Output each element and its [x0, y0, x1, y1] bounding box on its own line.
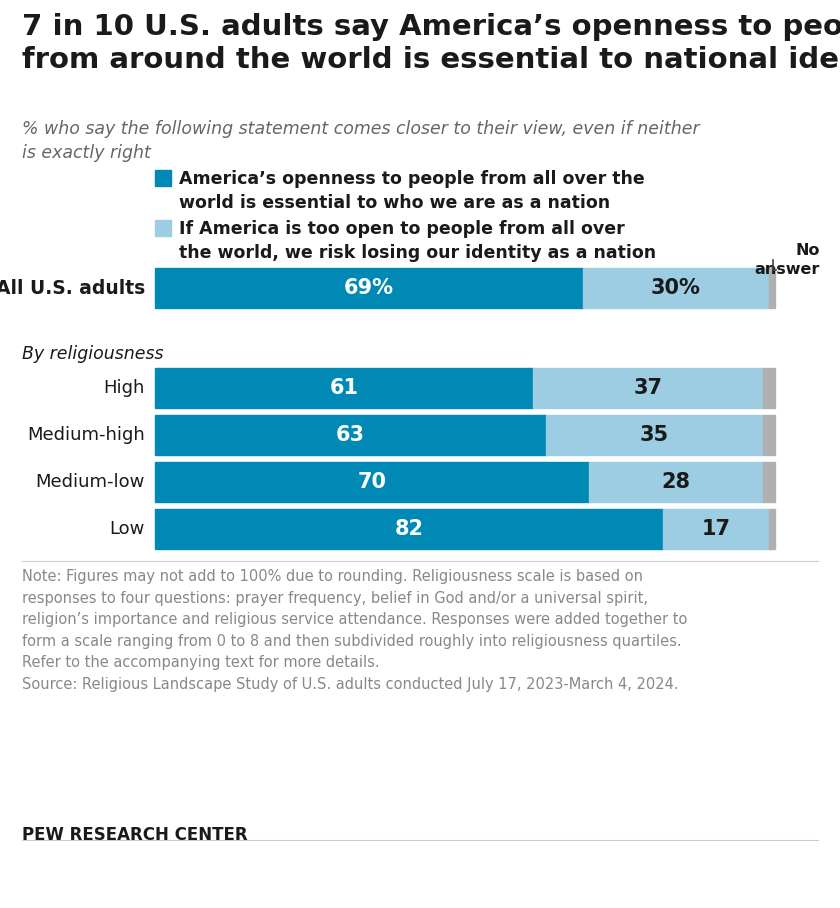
Text: 35: 35	[639, 425, 669, 445]
Text: 69%: 69%	[344, 278, 394, 298]
Text: All U.S. adults: All U.S. adults	[0, 279, 145, 298]
Bar	[155, 462, 589, 502]
Bar	[155, 170, 171, 186]
Bar	[546, 415, 763, 455]
Text: Low: Low	[110, 520, 145, 538]
Bar	[589, 462, 763, 502]
Text: 28: 28	[661, 472, 690, 492]
Bar	[763, 368, 775, 408]
Bar	[155, 220, 171, 236]
Bar	[155, 415, 546, 455]
Text: 61: 61	[329, 378, 359, 398]
Text: 7 in 10 U.S. adults say America’s openness to people
from around the world is es: 7 in 10 U.S. adults say America’s openne…	[22, 13, 840, 74]
Text: 37: 37	[633, 378, 663, 398]
Text: If America is too open to people from all over
the world, we risk losing our ide: If America is too open to people from al…	[179, 220, 656, 262]
Text: By religiousness: By religiousness	[22, 345, 164, 363]
Text: 17: 17	[701, 519, 731, 539]
Bar	[155, 368, 533, 408]
Bar	[763, 415, 775, 455]
Bar	[533, 368, 763, 408]
Bar	[155, 268, 583, 308]
Text: Note: Figures may not add to 100% due to rounding. Religiousness scale is based : Note: Figures may not add to 100% due to…	[22, 569, 687, 692]
Text: High: High	[103, 379, 145, 397]
Text: % who say the following statement comes closer to their view, even if neither
is: % who say the following statement comes …	[22, 120, 700, 163]
Text: PEW RESEARCH CENTER: PEW RESEARCH CENTER	[22, 826, 248, 844]
Text: 82: 82	[395, 519, 423, 539]
Bar	[664, 509, 769, 549]
Text: America’s openness to people from all over the
world is essential to who we are : America’s openness to people from all ov…	[179, 170, 645, 212]
Text: Medium-high: Medium-high	[27, 426, 145, 444]
Bar	[769, 268, 775, 308]
Bar	[155, 509, 664, 549]
Bar	[769, 509, 775, 549]
Text: 63: 63	[336, 425, 365, 445]
Text: Medium-low: Medium-low	[35, 473, 145, 491]
Text: 70: 70	[358, 472, 386, 492]
Text: 30%: 30%	[651, 278, 701, 298]
Text: No
answer: No answer	[754, 243, 820, 277]
Bar	[583, 268, 769, 308]
Bar	[763, 462, 775, 502]
